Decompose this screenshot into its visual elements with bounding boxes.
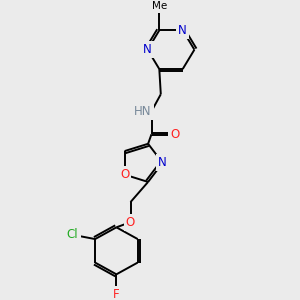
Text: O: O <box>170 128 179 141</box>
Text: Me: Me <box>152 1 167 11</box>
Text: Cl: Cl <box>67 228 78 241</box>
Text: N: N <box>178 24 187 37</box>
Text: O: O <box>120 168 129 181</box>
Text: O: O <box>126 216 135 229</box>
Text: F: F <box>113 288 120 300</box>
Text: N: N <box>143 43 152 56</box>
Text: HN: HN <box>134 105 152 118</box>
Text: N: N <box>158 156 167 170</box>
